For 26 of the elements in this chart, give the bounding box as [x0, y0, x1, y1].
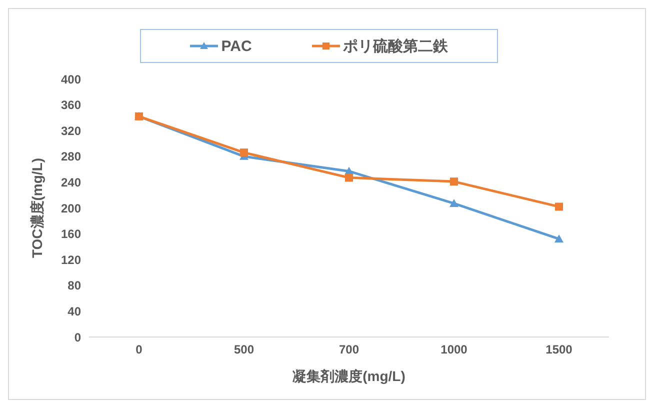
point [450, 178, 458, 186]
y-tick-label: 80 [68, 278, 82, 293]
y-tick-label: 160 [60, 227, 82, 242]
y-tick-label: 280 [60, 150, 82, 164]
x-tick-label: 1500 [546, 342, 573, 357]
y-tick-label: 360 [60, 98, 82, 112]
point [345, 174, 353, 182]
y-tick-label: 120 [60, 252, 82, 267]
x-tick-label: 1000 [440, 342, 468, 357]
y-tick-label: 0 [74, 330, 82, 344]
y-tick-label: 240 [60, 175, 82, 190]
x-tick-label: 0 [136, 342, 143, 357]
y-tick-label: 200 [60, 201, 82, 216]
point [240, 148, 248, 157]
y-axis-title: TOC濃度(mg/L) [28, 158, 45, 258]
legend-label: ポリ硫酸第二鉄 [342, 36, 448, 56]
x-tick-label: 500 [234, 342, 254, 357]
point [450, 198, 458, 207]
x-tick-label: 700 [338, 342, 360, 357]
y-tick-label: 40 [68, 304, 82, 318]
point [555, 202, 563, 211]
y-tick-label: 400 [60, 72, 82, 86]
point [554, 234, 564, 242]
x-axis-title: 凝集剤濃度(mg/L) [292, 368, 406, 384]
y-tick-label: 320 [60, 124, 82, 138]
legend-label: PAC [220, 38, 252, 54]
